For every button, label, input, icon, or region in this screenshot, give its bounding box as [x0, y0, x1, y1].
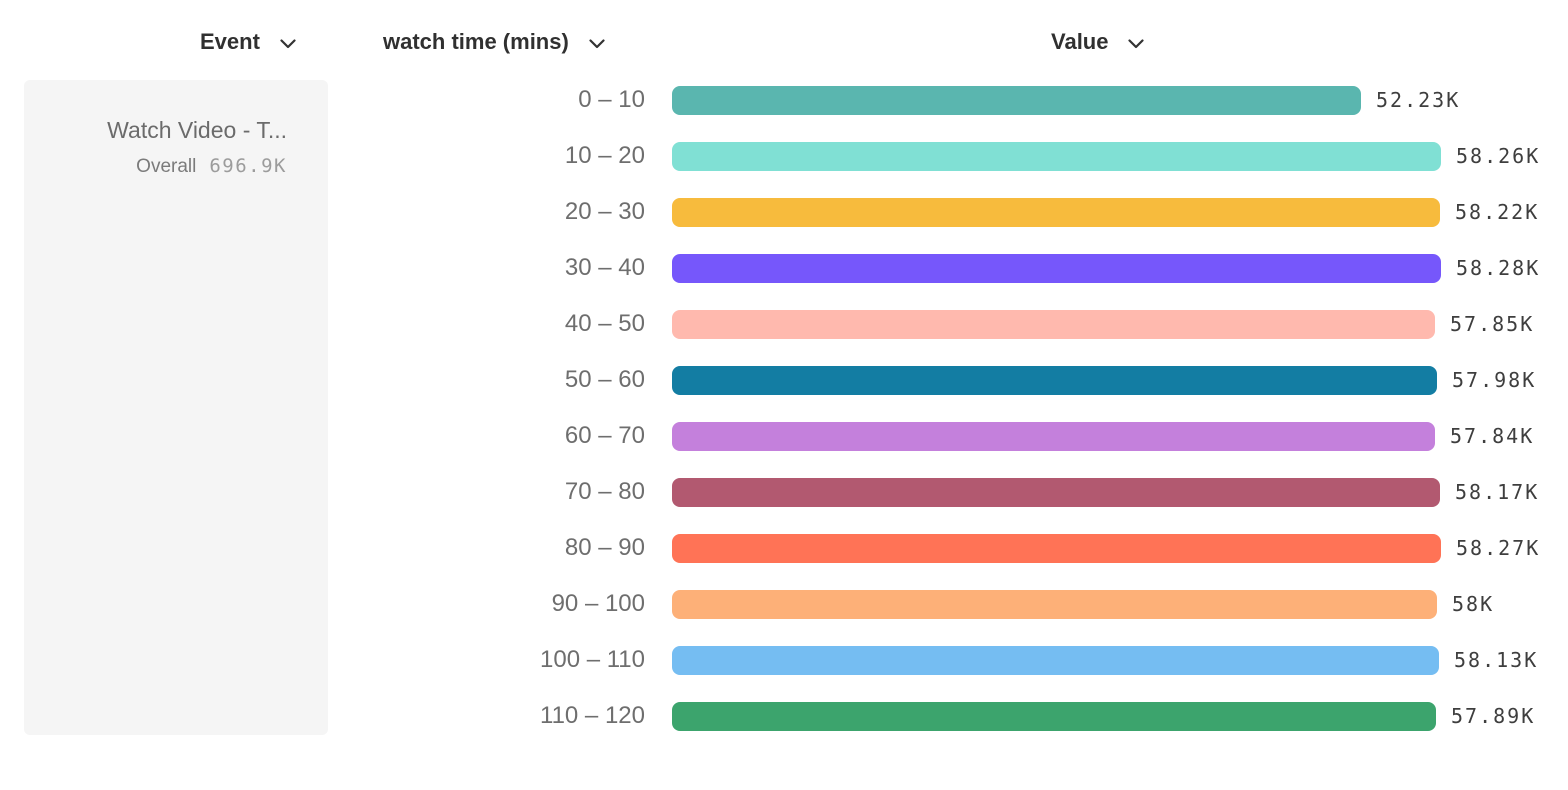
bucket-label: 10 – 20 [564, 142, 645, 169]
value-bar[interactable] [672, 253, 1441, 283]
value-bar[interactable] [672, 421, 1435, 451]
chart-row: 40 – 50 57.85K [330, 309, 1535, 339]
chart-row: 100 – 110 58.13K [330, 645, 1539, 675]
value-bar[interactable] [672, 309, 1435, 339]
value-bar[interactable] [672, 141, 1441, 171]
event-column-dropdown[interactable]: Event [200, 27, 296, 57]
overall-label: Overall [136, 156, 197, 177]
bar-value-label: 58K [1452, 592, 1495, 616]
breakdown-column-dropdown[interactable]: watch time (mins) [383, 27, 605, 57]
value-column-label: Value [1051, 29, 1109, 54]
value-bar[interactable] [672, 533, 1441, 563]
overall-row: Overall 696.9K [24, 155, 287, 178]
bar-value-label: 58.27K [1456, 536, 1541, 560]
bar-value-label: 52.23K [1376, 88, 1461, 112]
value-bar[interactable] [672, 197, 1440, 227]
bar-value-label: 57.85K [1450, 312, 1535, 336]
bucket-label: 50 – 60 [564, 366, 645, 393]
bucket-label: 20 – 30 [564, 198, 645, 225]
value-column-dropdown[interactable]: Value [1051, 27, 1145, 57]
bucket-label: 110 – 120 [540, 702, 645, 729]
bucket-label: 30 – 40 [564, 254, 645, 281]
event-name: Watch Video - T... [107, 117, 287, 143]
chevron-down-icon [589, 38, 605, 49]
event-legend-card[interactable]: Watch Video - T... Overall 696.9K [24, 80, 328, 735]
chart-row: 30 – 40 58.28K [330, 253, 1541, 283]
value-bar[interactable] [672, 365, 1437, 395]
chart-row: 10 – 20 58.26K [330, 141, 1541, 171]
chart-row: 20 – 30 58.22K [330, 197, 1540, 227]
event-column-label: Event [200, 29, 260, 54]
value-bar[interactable] [672, 477, 1440, 507]
bucket-label: 70 – 80 [564, 478, 645, 505]
bucket-label: 100 – 110 [540, 646, 645, 673]
bar-value-label: 58.28K [1456, 256, 1541, 280]
bucket-label: 0 – 10 [578, 86, 645, 113]
bar-value-label: 57.84K [1450, 424, 1535, 448]
bar-value-label: 58.26K [1456, 144, 1541, 168]
chart-row: 50 – 60 57.98K [330, 365, 1537, 395]
bar-value-label: 58.13K [1454, 648, 1539, 672]
value-bar[interactable] [672, 85, 1361, 115]
bar-value-label: 58.17K [1455, 480, 1540, 504]
value-bar[interactable] [672, 645, 1439, 675]
bucket-label: 80 – 90 [564, 534, 645, 561]
bucket-label: 60 – 70 [564, 422, 645, 449]
bucket-label: 90 – 100 [551, 590, 645, 617]
chart-row: 110 – 120 57.89K [330, 701, 1536, 731]
chart-row: 70 – 80 58.17K [330, 477, 1540, 507]
chevron-down-icon [280, 38, 296, 49]
value-bar[interactable] [672, 589, 1437, 619]
bar-value-label: 58.22K [1455, 200, 1540, 224]
chart-row: 60 – 70 57.84K [330, 421, 1535, 451]
chevron-down-icon [1128, 38, 1145, 49]
chart-row: 80 – 90 58.27K [330, 533, 1541, 563]
chart-row: 90 – 100 58K [330, 589, 1495, 619]
breakdown-column-label: watch time (mins) [383, 29, 569, 54]
bar-value-label: 57.98K [1452, 368, 1537, 392]
bucket-label: 40 – 50 [564, 310, 645, 337]
chart-row: 0 – 10 52.23K [330, 85, 1461, 115]
overall-value: 696.9K [209, 155, 287, 177]
bar-value-label: 57.89K [1451, 704, 1536, 728]
value-bar[interactable] [672, 701, 1436, 731]
